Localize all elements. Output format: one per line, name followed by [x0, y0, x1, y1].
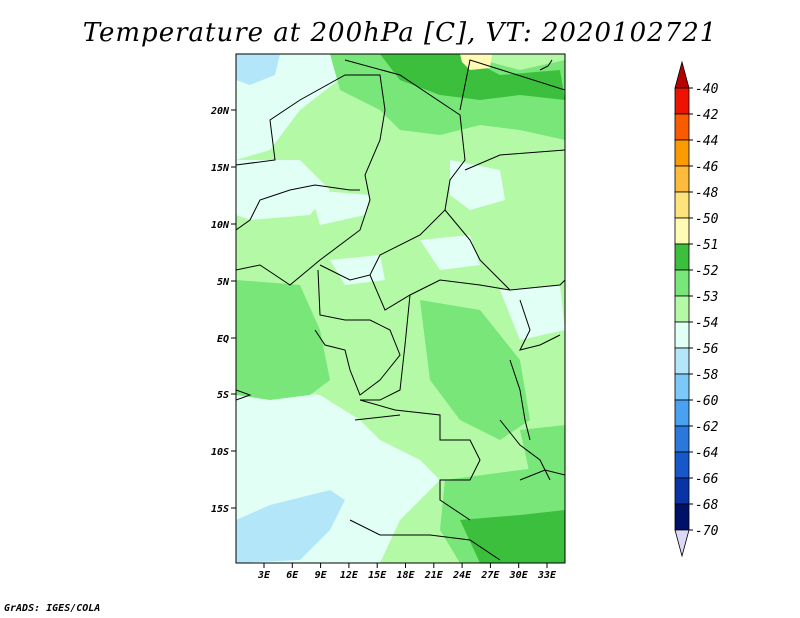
colorbar-label: -58	[695, 368, 719, 383]
colorbar-label: -54	[695, 316, 718, 331]
lon-tick-label: 24E	[452, 570, 472, 581]
colorbar-box	[674, 503, 690, 531]
colorbar-label: -44	[695, 134, 718, 149]
colorbar-box	[674, 191, 690, 219]
lat-tick-label: 10N	[211, 220, 230, 231]
colorbar-label: -50	[695, 212, 719, 227]
lon-tick-label: 3E	[257, 570, 271, 581]
temperature-field	[236, 54, 565, 563]
lat-axis: 20N 15N 10N 5N EQ 5S 10S 15S	[210, 106, 236, 515]
lat-tick-label: EQ	[217, 334, 229, 345]
colorbar-label: -53	[695, 290, 718, 305]
colorbar-box	[674, 87, 690, 115]
colorbar-top-arrow	[674, 60, 690, 89]
lat-tick-label: 15S	[211, 504, 229, 515]
colorbar-box	[674, 321, 690, 349]
colorbar-label: -48	[695, 186, 719, 201]
lon-tick-label: 18E	[396, 570, 415, 581]
colorbar-box	[674, 165, 690, 193]
colorbar-box	[674, 269, 690, 297]
lon-tick-label: 6E	[286, 570, 299, 581]
colorbar-label: -62	[695, 420, 719, 435]
colorbar-label: -68	[695, 498, 719, 513]
colorbar-box	[674, 477, 690, 505]
colorbar-box	[674, 295, 690, 323]
colorbar-box	[674, 347, 690, 375]
colorbar-box	[674, 139, 690, 167]
colorbar-label: -46	[695, 160, 719, 175]
lat-tick-label: 5S	[217, 390, 229, 401]
colorbar-label: -56	[695, 342, 719, 357]
colorbar-label: -64	[695, 446, 718, 461]
colorbar-box	[674, 217, 690, 245]
colorbar: -40 -42 -44 -46 -48 -50 -51 -52 -53 -54 -56 -58 -60 -…	[674, 60, 719, 558]
colorbar-label: -52	[695, 264, 719, 279]
lat-tick-label: 15N	[211, 163, 230, 174]
colorbar-box	[674, 425, 690, 453]
colorbar-box	[674, 113, 690, 141]
lat-tick-label: 5N	[217, 277, 230, 288]
colorbar-bottom-arrow	[674, 529, 690, 558]
country-borders	[236, 59, 565, 561]
colorbar-label: -42	[695, 108, 719, 123]
colorbar-box	[674, 399, 690, 427]
page-title: Temperature at 200hPa [C], VT: 202010272…	[82, 18, 718, 48]
lon-tick-label: 21E	[424, 570, 444, 581]
grads-credit: GrADS: IGES/COLA	[4, 603, 101, 614]
colorbar-box	[674, 451, 690, 479]
lat-tick-label: 20N	[210, 106, 230, 117]
colorbar-box	[674, 243, 690, 271]
lon-tick-label: 27E	[480, 570, 500, 581]
colorbar-label: -66	[695, 472, 719, 487]
lon-tick-label: 12E	[340, 570, 359, 581]
lon-tick-label: 15E	[368, 570, 387, 581]
lat-tick-label: 10S	[211, 447, 229, 458]
lon-axis: 3E 6E 9E 12E 15E 18E 21E 24E 27E 30E 33E	[257, 563, 557, 581]
colorbar-label: -70	[695, 524, 719, 539]
colorbar-label: -40	[695, 82, 719, 97]
lon-tick-label: 30E	[509, 570, 529, 581]
colorbar-label: -60	[695, 394, 719, 409]
colorbar-label: -51	[695, 238, 718, 253]
colorbar-box	[674, 373, 690, 401]
lon-tick-label: 9E	[315, 570, 328, 581]
map-frame	[235, 53, 566, 564]
lon-tick-label: 33E	[537, 570, 557, 581]
